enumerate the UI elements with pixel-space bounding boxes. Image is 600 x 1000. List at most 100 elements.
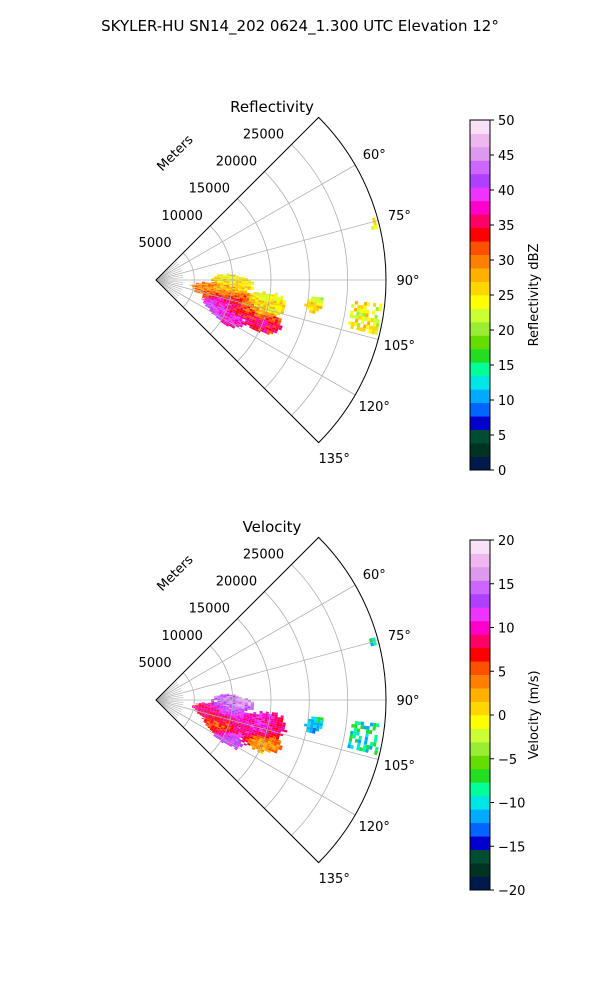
- radar-gate: [257, 723, 261, 726]
- radar-gate: [226, 704, 230, 707]
- radar-gate: [238, 707, 242, 709]
- radar-gate: [237, 313, 242, 316]
- radar-gate: [189, 284, 193, 286]
- radar-gate: [307, 721, 311, 725]
- radar-gate: [240, 307, 244, 310]
- radar-gate: [271, 319, 275, 323]
- radar-gate: [222, 291, 226, 294]
- radar-gate: [240, 306, 244, 309]
- radar-gate: [207, 305, 212, 308]
- radar-gate: [251, 722, 255, 725]
- radar-gate: [312, 727, 317, 731]
- radar-gate: [200, 710, 204, 712]
- radar-gate: [235, 702, 239, 705]
- radar-gate: [254, 301, 258, 304]
- radar-gate: [210, 710, 214, 713]
- radar-gate: [271, 747, 276, 751]
- radar-gate: [223, 696, 227, 698]
- radar-gate: [243, 292, 248, 295]
- radar-gate: [263, 303, 267, 306]
- radar-gate: [207, 719, 211, 722]
- radar-gate: [222, 290, 226, 293]
- radar-gate: [232, 311, 236, 314]
- radar-gate: [240, 714, 244, 717]
- radar-gate: [233, 716, 237, 719]
- colorbar-swatch: [470, 580, 490, 595]
- radar-gate: [256, 736, 260, 740]
- radar-gate: [219, 291, 223, 293]
- radar-gate: [238, 300, 243, 303]
- radar-gate: [320, 720, 324, 724]
- radar-gate: [201, 281, 205, 283]
- radar-gate: [228, 294, 232, 296]
- radar-gate: [198, 708, 202, 710]
- radar-gate: [220, 704, 224, 706]
- colorbar-swatch: [470, 133, 490, 148]
- radar-gate: [217, 727, 221, 730]
- radar-gate: [317, 299, 321, 303]
- colorbar-swatch: [470, 620, 490, 635]
- radar-gate: [309, 729, 313, 734]
- radar-gate: [264, 717, 269, 720]
- radar-gate: [235, 701, 239, 703]
- radar-gate: [227, 733, 231, 737]
- radar-gate: [261, 732, 265, 736]
- radar-gate: [230, 741, 234, 745]
- radar-gate: [215, 723, 219, 726]
- radar-gate: [244, 701, 248, 704]
- radar-gate: [362, 324, 367, 329]
- radar-gate: [233, 741, 238, 745]
- radar-gate: [240, 294, 244, 297]
- radar-gate: [262, 294, 266, 298]
- radar-gate: [349, 314, 354, 319]
- radar-gate: [275, 727, 279, 731]
- radar-gate: [206, 711, 210, 714]
- radar-gate: [208, 296, 212, 298]
- radar-gate: [247, 735, 251, 738]
- radar-gate: [251, 732, 255, 736]
- radar-gate: [194, 288, 198, 290]
- radar-gate: [232, 737, 236, 741]
- radar-gate: [205, 296, 209, 298]
- colorbar-swatch: [470, 268, 490, 282]
- radar-gate: [201, 284, 205, 286]
- radar-gate: [368, 329, 372, 334]
- radar-gate: [205, 304, 209, 307]
- radar-gate: [232, 274, 236, 276]
- radar-gate: [226, 736, 230, 739]
- radar-gate: [201, 286, 205, 288]
- radar-gate: [257, 301, 261, 305]
- radar-gate: [256, 323, 261, 327]
- radar-gate: [220, 696, 224, 698]
- radar-gate: [217, 285, 221, 287]
- radar-gate: [272, 315, 277, 319]
- radar-gate: [211, 701, 215, 703]
- radar-gate: [211, 281, 215, 283]
- radar-gate: [220, 718, 224, 721]
- radar-gate: [226, 273, 230, 276]
- radar-gate: [210, 288, 214, 291]
- radar-gate: [221, 725, 225, 728]
- radar-gate: [372, 302, 377, 307]
- radar-gate: [247, 286, 251, 289]
- grid-minor-spoke: [155, 279, 184, 283]
- radar-gate: [205, 715, 209, 718]
- radar-gate: [278, 327, 282, 331]
- radar-gate: [234, 320, 238, 324]
- radar-gate: [231, 713, 235, 716]
- radar-gate: [195, 704, 199, 706]
- radar-gate: [280, 717, 284, 721]
- radar-gate: [227, 320, 232, 323]
- radar-gate: [226, 300, 230, 303]
- radar-gate: [207, 706, 211, 708]
- grid-spoke: [155, 640, 379, 701]
- radar-gate: [219, 709, 223, 711]
- radar-gate: [226, 706, 230, 708]
- radar-gate: [264, 321, 268, 325]
- radar-gate: [348, 737, 353, 742]
- radar-gate: [313, 722, 317, 726]
- radar-gate: [369, 722, 374, 727]
- radar-gate: [220, 727, 224, 730]
- radar-gate: [243, 728, 247, 731]
- radar-gate: [241, 281, 245, 284]
